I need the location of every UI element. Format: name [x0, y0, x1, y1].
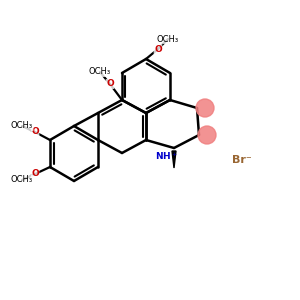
Text: OCH₃: OCH₃ [11, 122, 33, 130]
Text: O: O [31, 169, 39, 178]
Text: O: O [106, 80, 114, 88]
Text: OCH₃: OCH₃ [89, 68, 111, 76]
Text: OCH₃: OCH₃ [11, 176, 33, 184]
Text: Br⁻: Br⁻ [232, 155, 252, 165]
Circle shape [198, 126, 216, 144]
Text: OCH₃: OCH₃ [157, 34, 179, 43]
Text: O: O [154, 44, 162, 53]
Circle shape [196, 99, 214, 117]
Polygon shape [172, 151, 176, 168]
Text: NH$^+$: NH$^+$ [154, 150, 177, 162]
Text: O: O [31, 128, 39, 136]
